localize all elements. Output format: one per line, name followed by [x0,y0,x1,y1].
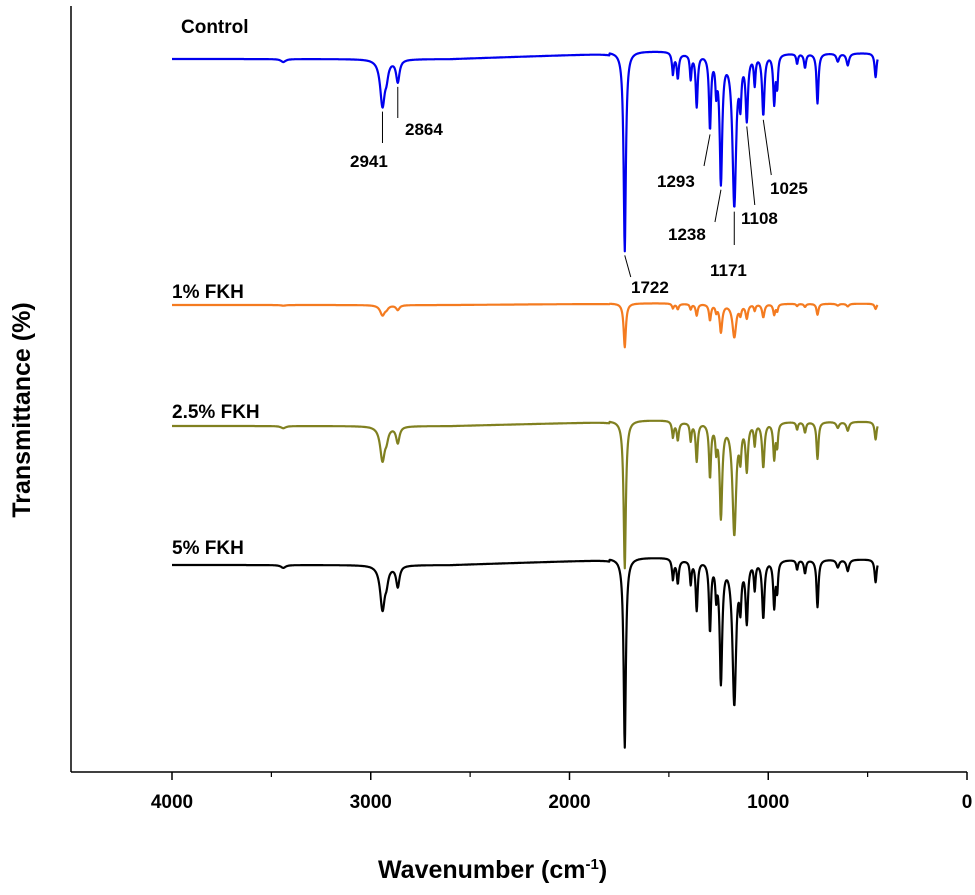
series-label-2-5pct-fkh: 2.5% FKH [172,402,260,423]
leader-1108 [746,126,756,206]
x-tick-label-4000: 4000 [151,792,193,813]
x-tick-label-1000: 1000 [747,792,789,813]
peak-annotations [381,86,772,278]
y-axis-title: Transmittance (%) [8,302,36,517]
x-ticks: 4000 3000 2000 1000 0 [151,772,972,813]
leader-1722 [624,255,632,278]
x-tick-label-3000: 3000 [350,792,392,813]
series-group [171,50,879,749]
series-line-3 [171,557,879,749]
peak-label-1025: 1025 [770,179,808,198]
leader-1238 [714,189,722,223]
series-line-0 [171,50,879,253]
peak-label-2941: 2941 [350,152,388,171]
leader-1293 [703,134,711,167]
series-label-control: Control [181,17,249,38]
peak-label-2864: 2864 [405,120,443,139]
series-line-2 [171,419,879,570]
peak-label-1293: 1293 [657,172,695,191]
series-label-1pct-fkh: 1% FKH [172,282,244,303]
series-line-1 [171,302,879,349]
x-tick-label-2000: 2000 [548,792,590,813]
peak-label-1238: 1238 [668,225,706,244]
x-tick-label-0: 0 [962,792,973,813]
peak-label-1108: 1108 [741,209,778,228]
leader-1025 [762,119,772,176]
x-axis-title: Wavenumber (cm-1) [378,856,607,884]
series-label-5pct-fkh: 5% FKH [172,538,244,559]
peak-label-1171: 1171 [710,261,747,280]
peak-label-1722: 1722 [631,278,669,297]
